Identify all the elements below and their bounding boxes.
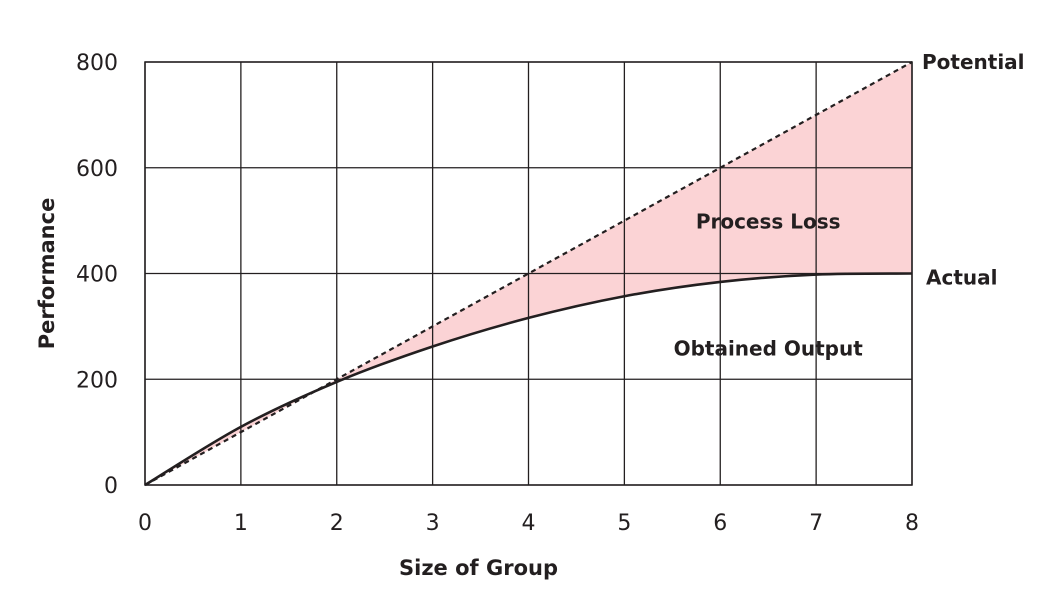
x-tick-label: 7 [809,511,823,536]
y-tick-label: 200 [76,368,118,393]
x-tick-label: 5 [617,511,631,536]
y-axis-ticks: 0 200 400 600 800 [76,51,118,499]
process-loss-label: Process Loss [696,210,841,234]
y-tick-label: 800 [76,51,118,76]
x-tick-label: 4 [522,511,536,536]
obtained-output-label: Obtained Output [674,337,864,361]
x-tick-label: 6 [713,511,727,536]
x-tick-label: 2 [330,511,344,536]
x-tick-label: 3 [426,511,440,536]
y-tick-label: 400 [76,263,118,288]
y-axis-title: Performance [35,198,59,350]
actual-line [144,272,913,487]
y-tick-label: 600 [76,157,118,182]
x-axis-ticks: 0 1 2 3 4 5 6 7 8 [138,511,919,536]
x-axis-title: Size of Group [399,556,558,580]
potential-series-label: Potential [922,50,1025,74]
potential-line [144,61,913,486]
x-tick-label: 1 [234,511,248,536]
actual-series-label: Actual [926,266,997,290]
x-tick-label: 8 [905,511,919,536]
x-tick-label: 0 [138,511,152,536]
y-tick-label: 0 [104,474,118,499]
